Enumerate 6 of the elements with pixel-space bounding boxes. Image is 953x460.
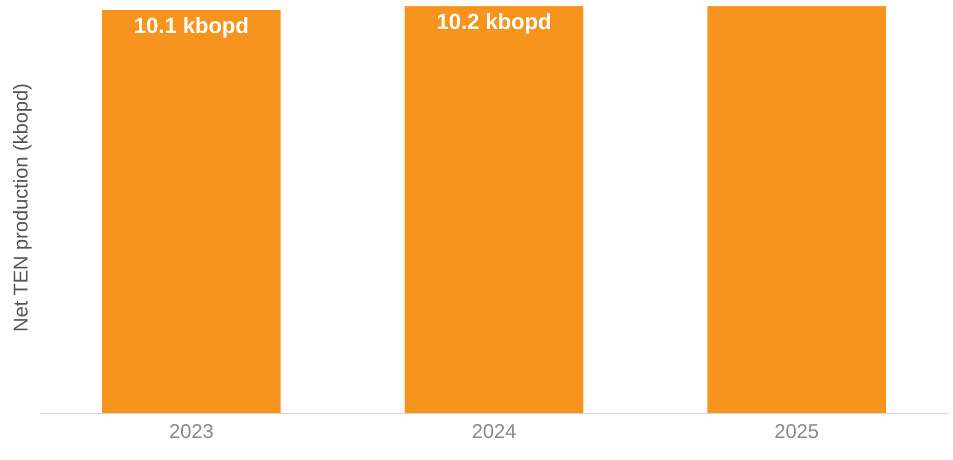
x-tick-label: 2024	[472, 421, 516, 443]
data-label: 10.2 kbopd	[436, 9, 552, 34]
x-tick-label: 2023	[169, 421, 214, 443]
y-axis-title: Net TEN production (kbopd)	[10, 83, 32, 332]
data-label: 10.1 kbopd	[134, 13, 249, 38]
x-tick-label: 2025	[774, 421, 819, 443]
